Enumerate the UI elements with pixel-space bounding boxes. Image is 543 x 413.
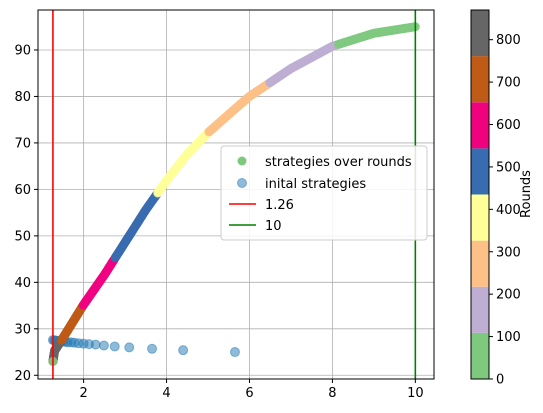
y-tick-label: 20 bbox=[14, 369, 31, 384]
legend-marker bbox=[237, 178, 247, 188]
y-axis: 20 30 40 50 60 70 80 90 bbox=[14, 43, 38, 384]
y-tick-label: 70 bbox=[14, 136, 31, 151]
legend-label: 1.26 bbox=[265, 198, 294, 213]
colorbar-segment bbox=[471, 286, 489, 333]
initial-strategy-point bbox=[109, 341, 120, 352]
colorbar-tick-label: 400 bbox=[496, 203, 521, 218]
colorbar-segment bbox=[471, 332, 489, 379]
colorbar: 0 100 200 300 400 500 600 700 800 Rounds bbox=[470, 9, 534, 388]
colorbar-tick-label: 300 bbox=[496, 245, 521, 260]
colorbar-frame bbox=[470, 9, 490, 380]
legend-label: 10 bbox=[265, 219, 282, 234]
legend-box bbox=[220, 145, 428, 241]
colorbar-segments bbox=[471, 10, 489, 379]
initial-strategy-point bbox=[90, 339, 101, 350]
colorbar-segment bbox=[471, 56, 489, 103]
colorbar-tick-label: 100 bbox=[496, 330, 521, 345]
colorbar-tick-label: 800 bbox=[496, 33, 521, 48]
y-tick-label: 50 bbox=[14, 229, 31, 244]
colorbar-label: Rounds bbox=[519, 170, 534, 218]
plot-frame bbox=[37, 9, 435, 380]
colorbar-segment bbox=[471, 194, 489, 241]
legend-marker bbox=[237, 156, 247, 166]
initial-strategy-point bbox=[98, 340, 109, 351]
x-tick-label: 6 bbox=[245, 386, 253, 401]
colorbar-segment bbox=[471, 10, 489, 57]
legend: strategies over rounds inital strategies… bbox=[220, 145, 428, 241]
y-tick-label: 90 bbox=[14, 43, 31, 58]
legend-label: strategies over rounds bbox=[265, 155, 412, 170]
colorbar-tick-label: 0 bbox=[496, 373, 504, 388]
x-tick-label: 2 bbox=[79, 386, 87, 401]
x-tick-label: 4 bbox=[162, 386, 170, 401]
colorbar-segment bbox=[471, 102, 489, 149]
y-tick-label: 30 bbox=[14, 322, 31, 337]
legend-label: inital strategies bbox=[265, 177, 366, 192]
colorbar-ticks: 0 100 200 300 400 500 600 700 800 bbox=[489, 33, 521, 388]
x-tick-label: 10 bbox=[407, 386, 424, 401]
x-axis: 2 4 6 8 10 bbox=[79, 379, 424, 401]
initial-strategy-point bbox=[147, 343, 158, 354]
initial-strategy-point bbox=[229, 347, 240, 358]
colorbar-tick-label: 700 bbox=[496, 76, 521, 91]
colorbar-tick-label: 200 bbox=[496, 288, 521, 303]
y-tick-label: 60 bbox=[14, 183, 31, 198]
colorbar-tick-label: 600 bbox=[496, 118, 521, 133]
colorbar-tick-label: 500 bbox=[496, 160, 521, 175]
y-tick-label: 80 bbox=[14, 90, 31, 105]
colorbar-segment bbox=[471, 240, 489, 287]
y-tick-label: 40 bbox=[14, 276, 31, 291]
initial-strategy-point bbox=[124, 342, 135, 353]
x-tick-label: 8 bbox=[328, 386, 336, 401]
colorbar-segment bbox=[471, 148, 489, 195]
initial-strategy-point bbox=[178, 345, 189, 356]
